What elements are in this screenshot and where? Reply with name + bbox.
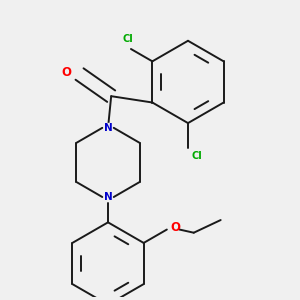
Text: O: O (61, 66, 72, 79)
Text: N: N (103, 123, 112, 133)
Text: Cl: Cl (122, 34, 133, 44)
Text: O: O (170, 221, 180, 235)
Text: N: N (103, 192, 112, 202)
Text: Cl: Cl (191, 151, 202, 161)
